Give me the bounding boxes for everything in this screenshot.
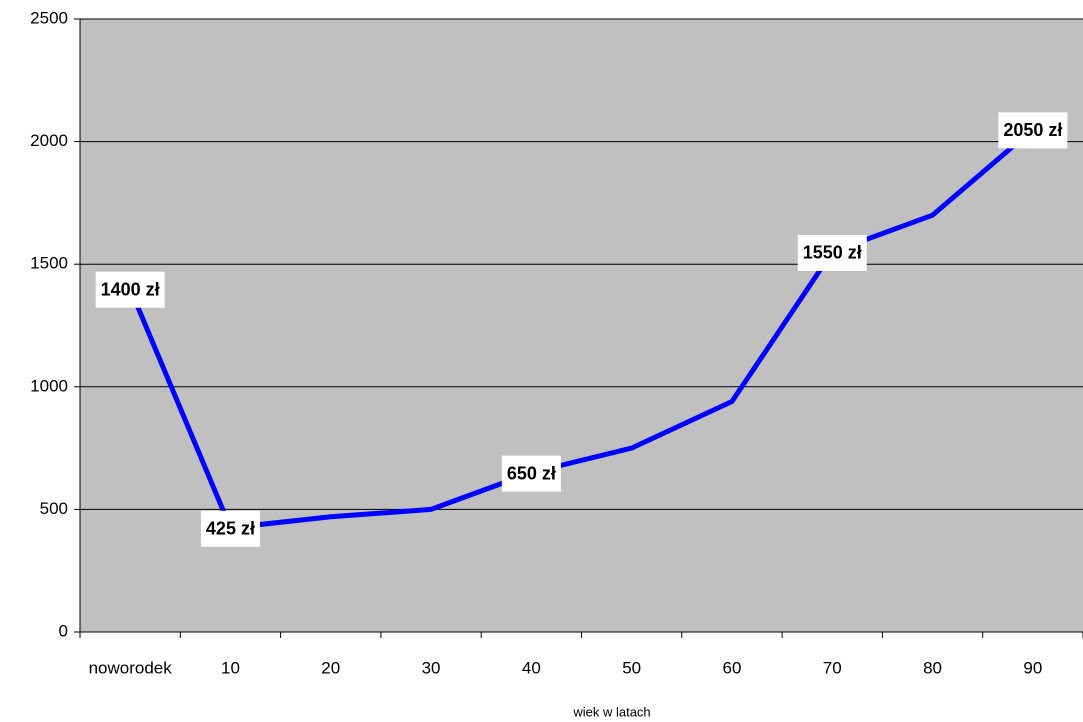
- value-label-group: 650 zł: [501, 455, 561, 492]
- value-label: 1550 zł: [803, 243, 862, 263]
- value-label-box: [95, 271, 165, 308]
- x-tick-label: 60: [722, 658, 741, 677]
- x-tick-label: 30: [422, 658, 441, 677]
- y-tick-label: 2500: [30, 8, 68, 27]
- x-tick-label: 90: [1023, 658, 1042, 677]
- value-label: 425 zł: [206, 519, 255, 539]
- value-label-group: 2050 zł: [998, 112, 1068, 149]
- value-label-box: [797, 234, 867, 271]
- x-tick-label: 70: [823, 658, 842, 677]
- x-tick-label: 80: [923, 658, 942, 677]
- data-line: [127, 127, 1035, 531]
- x-tick-label: 50: [622, 658, 641, 677]
- value-label-box: [998, 112, 1068, 149]
- value-label-box: [501, 455, 561, 492]
- y-tick-label: 500: [40, 499, 68, 518]
- value-label-box: [200, 510, 260, 547]
- x-tick-label: 40: [522, 658, 541, 677]
- y-tick-label: 2000: [30, 131, 68, 150]
- x-tick-label: noworodek: [89, 658, 173, 677]
- value-label-group: 1400 zł: [95, 271, 165, 308]
- y-tick-label: 1500: [30, 254, 68, 273]
- x-tick-label: 10: [221, 658, 240, 677]
- value-label: 2050 zł: [1003, 120, 1062, 140]
- value-label-group: 425 zł: [200, 510, 260, 547]
- value-label: 650 zł: [507, 463, 556, 483]
- x-axis-label: wiek w latach: [572, 704, 650, 719]
- y-tick-label: 0: [59, 621, 68, 640]
- x-tick-label: 20: [321, 658, 340, 677]
- y-tick-label: 1000: [30, 376, 68, 395]
- value-label: 1400 zł: [101, 279, 160, 299]
- value-label-group: 1550 zł: [797, 234, 867, 271]
